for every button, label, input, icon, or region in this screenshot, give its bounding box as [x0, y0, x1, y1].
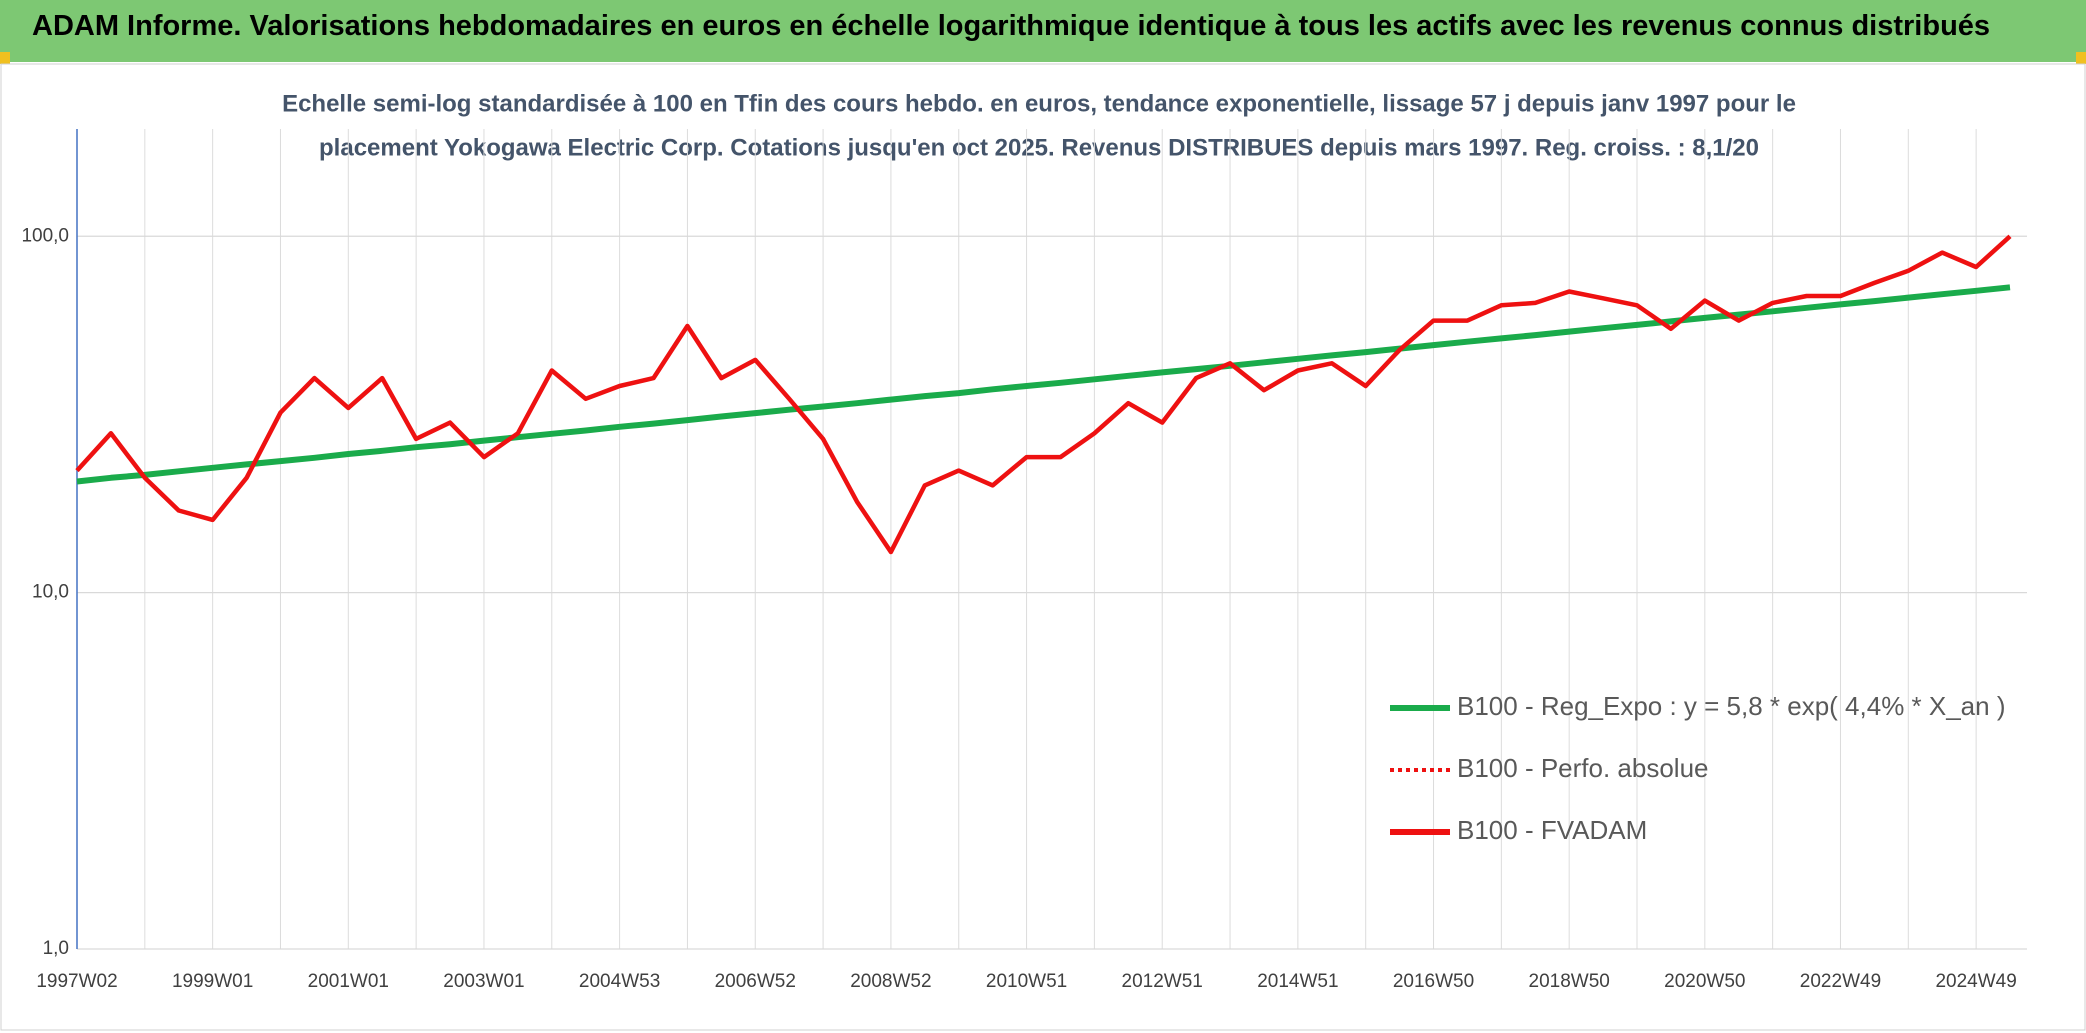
- legend-label: B100 - Perfo. absolue: [1457, 753, 1709, 783]
- legend-label: B100 - FVADAM: [1457, 815, 1647, 845]
- x-tick-label: 2010W51: [986, 971, 1067, 992]
- corner-mark: [2076, 52, 2086, 64]
- x-tick-label: 1997W02: [36, 971, 117, 992]
- x-tick-label: 2014W51: [1257, 971, 1338, 992]
- x-tick-label: 2003W01: [443, 971, 524, 992]
- x-tick-label: 2016W50: [1393, 971, 1474, 992]
- x-tick-label: 1999W01: [172, 971, 253, 992]
- x-tick-label: 2001W01: [308, 971, 389, 992]
- x-tick-label: 2008W52: [850, 971, 931, 992]
- x-tick-label: 2022W49: [1800, 971, 1881, 992]
- legend-label: B100 - Reg_Expo : y = 5,8 * exp( 4,4% * …: [1457, 691, 2006, 721]
- x-tick-label: 2024W49: [1935, 971, 2016, 992]
- page-title: ADAM Informe. Valorisations hebdomadaire…: [32, 10, 1991, 42]
- corner-mark: [0, 52, 10, 64]
- x-tick-label: 2012W51: [1122, 971, 1203, 992]
- series-line: [75, 234, 2012, 555]
- chart-subtitle: placement Yokogawa Electric Corp. Cotati…: [319, 134, 1759, 161]
- y-tick-label: 10,0: [32, 582, 69, 603]
- x-tick-label: 2004W53: [579, 971, 660, 992]
- x-tick-label: 2006W52: [715, 971, 796, 992]
- y-tick-label: 100,0: [21, 225, 69, 246]
- series-line: [76, 284, 2011, 485]
- chart: Echelle semi-log standardisée à 100 en T…: [0, 63, 2086, 1031]
- x-tick-label: 2020W50: [1664, 971, 1745, 992]
- x-tick-label: 2018W50: [1529, 971, 1610, 992]
- chart-subtitle: Echelle semi-log standardisée à 100 en T…: [282, 90, 1796, 117]
- header: ADAM Informe. Valorisations hebdomadaire…: [0, 0, 2086, 62]
- y-tick-label: 1,0: [43, 938, 69, 959]
